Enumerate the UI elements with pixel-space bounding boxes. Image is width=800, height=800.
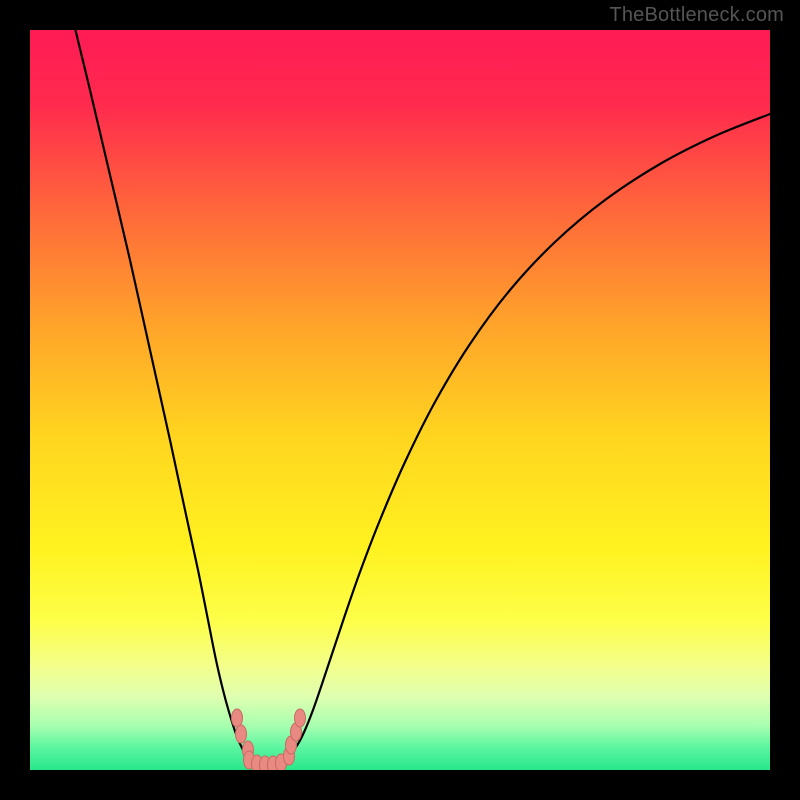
curve-marker — [236, 725, 247, 743]
curve-markers — [232, 709, 306, 770]
watermark-text: TheBottleneck.com — [609, 4, 784, 27]
curve-marker — [232, 709, 243, 727]
chart-curve-layer — [30, 30, 770, 770]
chart-plot-area — [30, 30, 770, 770]
curve-marker — [295, 709, 306, 727]
bottleneck-curve — [73, 30, 770, 765]
